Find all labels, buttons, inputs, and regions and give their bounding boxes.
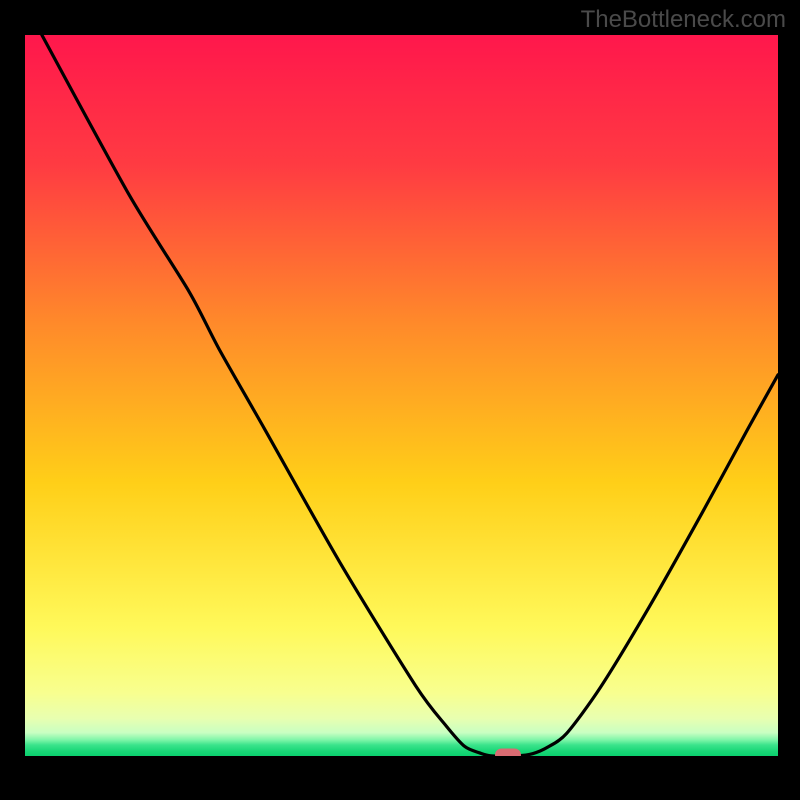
optimum-indicator	[495, 748, 521, 758]
watermark-text: TheBottleneck.com	[581, 6, 786, 34]
bottleneck-curve	[23, 35, 778, 758]
plot-area	[23, 35, 778, 758]
